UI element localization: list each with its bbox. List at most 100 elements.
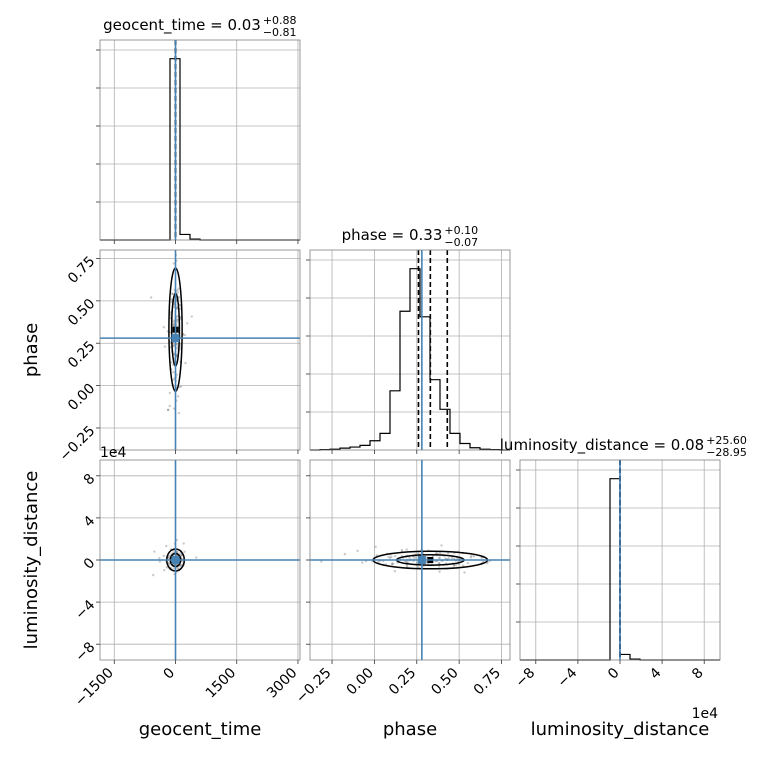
sample-point [388, 556, 392, 560]
sample-point [452, 564, 456, 568]
sample-point [437, 562, 441, 565]
sample-point [190, 315, 194, 318]
sample-point [394, 554, 397, 558]
panel-frame [99, 39, 301, 241]
sample-point [172, 371, 175, 374]
y-tick-label-luminosity_distance: 0 [81, 555, 99, 573]
sample-point [446, 551, 450, 555]
x-tick-label-luminosity_distance: −8 [512, 665, 538, 691]
panel-frame [309, 249, 511, 451]
y-tick-label-luminosity_distance: −4 [72, 597, 98, 623]
sample-point [167, 561, 171, 565]
y-tick-label-phase: −0.25 [57, 423, 99, 465]
sample-point [412, 555, 415, 559]
sample-point [153, 550, 156, 553]
histogram-phase [310, 268, 510, 451]
sample-point [466, 561, 470, 565]
sample-point [182, 542, 185, 545]
title-minus-geocent_time: −0.81 [263, 26, 297, 39]
sample-point [158, 560, 162, 563]
title-phase: phase = 0.33 [342, 226, 443, 244]
sample-point [438, 562, 441, 565]
sample-point [165, 544, 168, 548]
sample-point [469, 556, 473, 559]
sample-point [172, 344, 175, 347]
sample-point [179, 385, 183, 388]
title-plus-luminosity_distance: +25.60 [706, 434, 747, 447]
sample-point [434, 552, 438, 555]
title-minus-phase: −0.07 [444, 236, 478, 249]
sample-point [176, 347, 179, 350]
sample-point [405, 548, 408, 551]
sample-point [195, 556, 198, 559]
sample-point [184, 361, 187, 365]
sample-point [485, 562, 489, 565]
x-tick-label-geocent_time: 0 [160, 665, 178, 683]
sample-point [176, 550, 179, 553]
sample-point [461, 564, 465, 567]
x-tick-label-luminosity_distance: 8 [689, 665, 707, 683]
sample-point [170, 292, 174, 295]
sample-point [176, 320, 179, 324]
panel-phase-vs-luminosity_distance [306, 459, 511, 664]
title-minus-luminosity_distance: −28.95 [706, 446, 747, 459]
y-tick-label-phase: 0.50 [65, 296, 98, 329]
truth-marker [417, 556, 426, 564]
sample-point [343, 552, 347, 556]
x-tick-label-luminosity_distance: 4 [647, 665, 665, 683]
truth-marker [171, 334, 180, 343]
x-tick-label-luminosity_distance: −4 [555, 665, 581, 691]
sample-point [472, 555, 476, 558]
sample-point [408, 556, 411, 560]
y-axis-label-phase: phase [21, 323, 42, 377]
sample-point [165, 566, 168, 569]
sample-point [176, 289, 179, 292]
sample-point [356, 549, 359, 553]
sample-point [152, 573, 155, 577]
y-tick-label-phase: 0.25 [65, 338, 98, 371]
sample-point [162, 554, 166, 558]
x-offset-text: 1e4 [692, 706, 719, 722]
sample-point [417, 565, 420, 569]
sample-point [168, 563, 171, 566]
sample-point [177, 411, 181, 415]
sample-point [175, 343, 179, 346]
y-tick-label-luminosity_distance: 4 [81, 513, 99, 531]
x-tick-label-phase: 0.75 [471, 665, 504, 698]
sample-point [393, 570, 397, 573]
sample-point [179, 564, 183, 567]
sample-point [171, 323, 175, 326]
panel-geocent_time-vs-luminosity_distance [96, 459, 301, 664]
y-tick-label-phase: 0.00 [65, 381, 98, 414]
sample-point [183, 550, 186, 553]
sample-point [183, 333, 186, 337]
sample-point [447, 557, 451, 560]
x-axis-label-luminosity_distance: luminosity_distance [531, 719, 710, 740]
sample-point [172, 262, 176, 265]
sample-point [400, 548, 404, 552]
sample-point [450, 556, 454, 560]
sample-point [374, 545, 377, 548]
sample-point [390, 563, 394, 566]
sample-point [176, 291, 180, 294]
sample-point [168, 404, 171, 408]
y-tick-label-phase: 0.75 [65, 254, 98, 287]
sample-point [179, 564, 183, 567]
sample-point [470, 554, 473, 558]
sample-point [414, 555, 417, 559]
histogram-geocent_time [100, 58, 300, 241]
sample-point [178, 565, 182, 568]
sample-point [176, 567, 180, 570]
sample-point [168, 391, 172, 395]
y-offset-text: 1e4 [100, 445, 127, 461]
sample-point [391, 562, 395, 566]
truth-marker [171, 556, 180, 564]
x-tick-label-phase: 0.25 [386, 665, 419, 698]
title-plus-geocent_time: +0.88 [263, 14, 297, 27]
sample-point [437, 556, 441, 560]
y-tick-label-luminosity_distance: −8 [72, 639, 98, 665]
y-tick-label-luminosity_distance: 8 [81, 471, 99, 489]
y-axis-label-luminosity_distance: luminosity_distance [21, 471, 42, 650]
x-tick-label-geocent_time: 1500 [203, 665, 240, 702]
